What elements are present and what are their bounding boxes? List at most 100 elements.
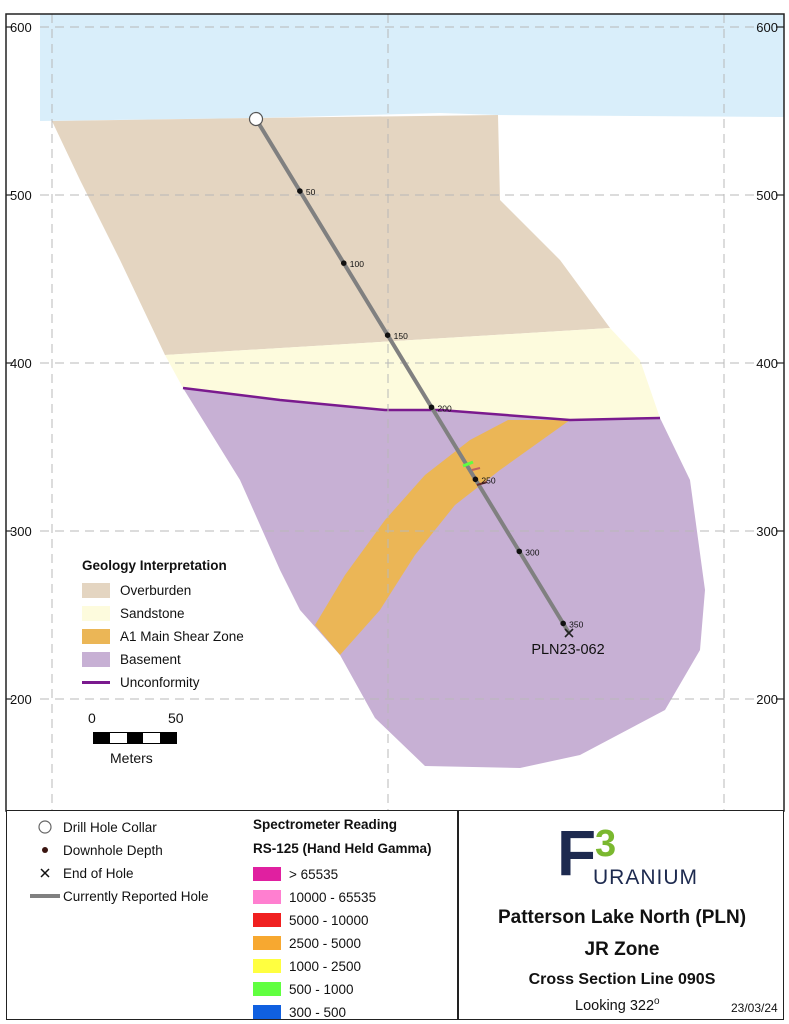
unconformity-line xyxy=(182,386,661,422)
range-label: 500 - 1000 xyxy=(289,981,354,997)
spectrometer-range: > 65535 xyxy=(253,865,338,883)
depth-dot xyxy=(472,476,479,483)
legend-item: Unconformity xyxy=(72,672,200,692)
legend-swatch xyxy=(82,680,110,684)
legend-swatch xyxy=(82,582,110,598)
elevation-label: 500 xyxy=(10,188,32,203)
gamma-brown-mark xyxy=(476,481,488,486)
looking-text: Looking 322 xyxy=(575,997,655,1014)
map-date: 23/03/24 xyxy=(731,1001,778,1015)
current-hole-row: Currently Reported Hole xyxy=(27,886,209,906)
gamma-green-mark xyxy=(462,460,474,468)
footer-divider xyxy=(457,811,459,1019)
logo-f: F xyxy=(557,817,597,889)
geology-legend: Geology Interpretation Overburden Sandsto… xyxy=(72,558,292,708)
range-swatch xyxy=(253,913,281,927)
spectrometer-legend: Spectrometer Reading RS-125 (Hand Held G… xyxy=(253,817,453,1020)
depth-label: 50 xyxy=(306,187,316,197)
scale-bar: 0 50 Meters xyxy=(88,710,188,770)
current-hole-label: Currently Reported Hole xyxy=(63,888,209,904)
depth-label: 250 xyxy=(481,475,495,485)
spectrometer-title: Spectrometer Reading xyxy=(253,817,398,832)
legend-item: Basement xyxy=(72,649,181,669)
range-swatch xyxy=(253,982,281,996)
end-x-icon xyxy=(27,868,63,878)
spectrometer-range: 5000 - 10000 xyxy=(253,911,369,929)
range-label: 300 - 500 xyxy=(289,1004,347,1020)
gamma-pink-mark xyxy=(471,467,481,471)
depth-dot xyxy=(516,548,523,555)
depth-dot xyxy=(340,260,347,266)
end-of-hole-marker xyxy=(564,628,574,638)
elevation-label: 400 xyxy=(10,356,32,371)
logo-3: 3 xyxy=(595,823,617,865)
shear-zone xyxy=(315,420,570,655)
range-swatch xyxy=(253,1005,281,1019)
elevation-label: 300 xyxy=(756,524,778,539)
spectrometer-range: 10000 - 65535 xyxy=(253,888,376,906)
range-label: 5000 - 10000 xyxy=(289,912,369,928)
drill-hole-trace xyxy=(254,117,571,635)
end-symbol-row: End of Hole xyxy=(27,863,134,883)
legend-title: Geology Interpretation xyxy=(82,558,227,573)
depth-dot-icon xyxy=(27,845,63,855)
range-label: 1000 - 2500 xyxy=(289,958,362,974)
current-hole-line-icon xyxy=(27,892,63,900)
legend-swatch xyxy=(82,628,110,644)
spectrometer-subtitle: RS-125 (Hand Held Gamma) xyxy=(253,841,432,856)
elevation-axis-left: 600 500 400 300 200 xyxy=(6,20,32,707)
elevation-label: 500 xyxy=(756,188,778,203)
collar-label: Drill Hole Collar xyxy=(63,819,157,835)
title-line2: JR Zone xyxy=(584,939,660,960)
elevation-label: 200 xyxy=(756,692,778,707)
spectrometer-range: 300 - 500 xyxy=(253,1003,346,1021)
depth-dot xyxy=(384,332,391,338)
legend-label: Unconformity xyxy=(120,674,200,690)
drill-hole-collar[interactable] xyxy=(248,111,264,127)
legend-swatch xyxy=(82,651,110,667)
legend-label: Basement xyxy=(120,651,181,667)
spectrometer-range: 1000 - 2500 xyxy=(253,957,361,975)
range-swatch xyxy=(253,867,281,881)
depth-dot xyxy=(560,620,566,627)
drill-hole-name[interactable]: PLN23-062 xyxy=(531,642,604,658)
range-label: 10000 - 65535 xyxy=(289,889,377,905)
legend-item: Overburden xyxy=(72,580,191,600)
depth-markers: 50 100 150 200 250 300 350 xyxy=(297,187,584,629)
looking-direction: Looking 322o xyxy=(575,996,660,1014)
legend-item: Sandstone xyxy=(72,603,185,623)
grid xyxy=(40,14,754,812)
collar-symbol-row: Drill Hole Collar xyxy=(27,817,157,837)
elevation-label: 300 xyxy=(10,524,32,539)
title-line1: Patterson Lake North (PLN) xyxy=(497,907,747,928)
elevation-label: 200 xyxy=(10,692,32,707)
symbols-legend: Drill Hole Collar Downhole Depth End of … xyxy=(27,817,247,917)
scale-max-label: 50 xyxy=(168,710,184,726)
legend-label: A1 Main Shear Zone xyxy=(120,628,244,644)
depth-label: 100 xyxy=(350,259,364,269)
basement-zone xyxy=(183,388,705,768)
legend-label: Overburden xyxy=(120,582,192,598)
elevation-axis-right: 600 500 400 300 200 xyxy=(756,20,784,707)
title-line3: Cross Section Line 090S xyxy=(528,971,716,988)
scale-bar-graphic xyxy=(93,732,177,744)
spectrometer-range: 2500 - 5000 xyxy=(253,934,361,952)
depth-label: Downhole Depth xyxy=(63,842,163,858)
depth-label: 200 xyxy=(438,403,452,413)
depth-dot xyxy=(297,188,303,194)
elevation-label: 400 xyxy=(756,356,778,371)
depth-label: 300 xyxy=(525,547,539,557)
range-swatch xyxy=(253,936,281,950)
air-zone xyxy=(40,14,784,121)
end-label: End of Hole xyxy=(63,865,134,881)
legend-label: Sandstone xyxy=(120,605,185,621)
range-swatch xyxy=(253,890,281,904)
spectrometer-range: 500 - 1000 xyxy=(253,980,354,998)
range-label: 2500 - 5000 xyxy=(289,935,362,951)
elevation-label: 600 xyxy=(10,20,32,35)
depth-symbol-row: Downhole Depth xyxy=(27,840,163,860)
logo-uranium: URANIUM xyxy=(593,866,698,889)
collar-icon xyxy=(27,819,63,835)
scale-zero-label: 0 xyxy=(88,710,96,726)
looking-degree: o xyxy=(654,996,660,1007)
